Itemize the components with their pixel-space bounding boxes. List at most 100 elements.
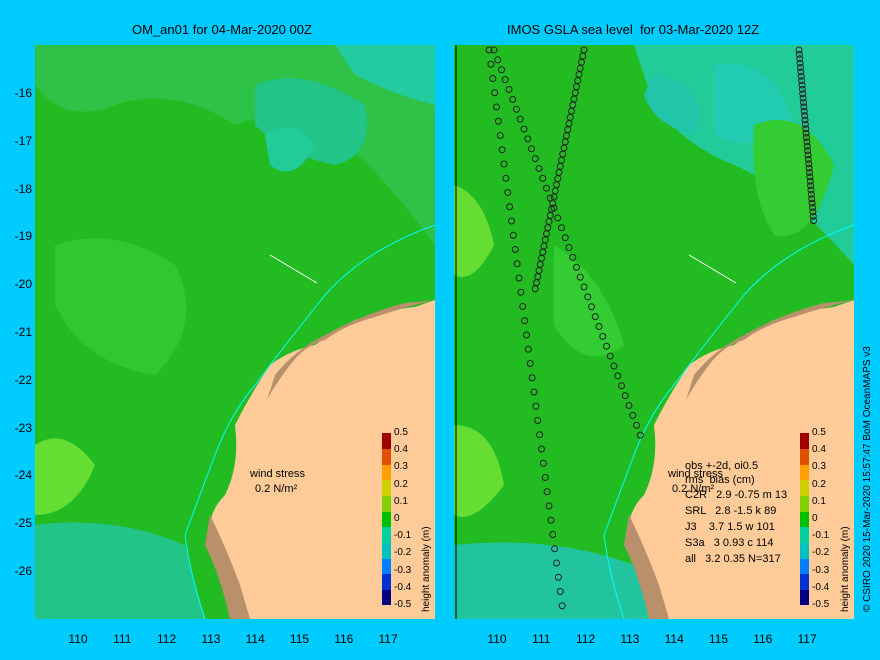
anomaly-contour: [554, 245, 624, 357]
track-observation: [508, 217, 515, 225]
colorbar-segment: [800, 558, 809, 575]
right-wind-scale: 0.2 N/m²: [672, 483, 715, 495]
track-observation: [636, 431, 644, 439]
x-tick-label: 116: [334, 632, 354, 646]
track-observation: [558, 224, 565, 232]
colorbar-segment: [382, 542, 391, 559]
left-map-panel[interactable]: [35, 45, 435, 619]
track-observation: [803, 134, 810, 141]
track-observation: [804, 147, 812, 155]
colorbar-segment: [382, 433, 391, 450]
x-tick-label: 116: [753, 632, 773, 646]
track-observation: [806, 173, 814, 181]
track-observation: [523, 331, 530, 339]
track-observation: [796, 55, 804, 63]
stats-row: C2R 2.9 -0.75 m 13: [685, 489, 788, 501]
track-observation: [535, 165, 543, 172]
track-observation: [554, 573, 562, 581]
wind-vector: [269, 254, 318, 284]
track-observation: [531, 155, 539, 163]
x-tick-label: 111: [113, 632, 132, 646]
track-observation: [797, 72, 805, 80]
track-observation: [494, 56, 502, 64]
colorbar-segment: [800, 511, 809, 528]
colorbar-segment: [800, 464, 809, 481]
colorbar-segment: [382, 589, 391, 606]
track-observation: [551, 545, 559, 553]
track-observation: [504, 189, 512, 196]
track-observation: [799, 94, 807, 102]
right-wind-label: wind stress: [668, 468, 724, 480]
track-observation: [599, 332, 607, 340]
anomaly-contour: [265, 127, 315, 172]
track-observation: [530, 388, 538, 396]
colorbar-tick-label: 0.5: [394, 427, 408, 438]
x-tick-label: 113: [620, 632, 640, 646]
x-tick-label: 114: [664, 632, 684, 646]
colorbar-tick-label: -0.1: [394, 530, 412, 542]
track-observation: [538, 445, 545, 453]
anomaly-contour: [454, 425, 504, 517]
track-observation: [810, 217, 818, 225]
colorbar-segment: [382, 464, 391, 481]
track-observation: [804, 155, 812, 163]
track-observation: [565, 244, 573, 251]
track-observation: [809, 208, 817, 216]
right-map-svg: [454, 45, 854, 619]
track-observation: [543, 184, 550, 192]
track-observation: [543, 488, 551, 496]
track-observation: [524, 345, 532, 353]
colorbar-tick-label: 0.3: [394, 461, 408, 473]
track-observation: [797, 68, 805, 76]
x-tick-label: 110: [487, 632, 507, 646]
anomaly-contour: [753, 120, 834, 237]
colorbar-tick-label: 0.4: [394, 444, 408, 456]
y-tick-label: -24: [14, 468, 32, 483]
track-observation: [489, 75, 497, 82]
track-observation: [506, 203, 514, 211]
x-tick-label: 110: [68, 632, 88, 646]
x-tick-label: 117: [378, 632, 398, 646]
credit-text: © CSIRO 2020 15-Mar-2020 15:57:47 BoM Oc…: [862, 346, 873, 612]
track-observation: [539, 174, 547, 182]
track-observation: [795, 50, 803, 58]
track-observation: [558, 602, 566, 610]
track-observation: [500, 160, 508, 168]
track-observation: [561, 234, 569, 242]
x-tick-label: 111: [532, 632, 551, 646]
track-observation: [494, 117, 502, 125]
right-map-title: IMOS GSLA sea level for 03-Mar-2020 12Z: [507, 22, 760, 37]
track-observation: [799, 90, 807, 98]
anomaly-contour: [335, 45, 435, 105]
land-area: [628, 300, 854, 619]
land-area: [209, 300, 435, 619]
track-observation: [633, 421, 640, 429]
stats-row: S3a 3 0.93 c 114: [685, 537, 774, 549]
track-observation: [807, 182, 815, 190]
track-observation: [796, 59, 804, 67]
colorbar-tick-label: -0.4: [812, 581, 830, 593]
track-observation: [526, 360, 534, 367]
track-observation: [588, 303, 595, 311]
track-observation: [513, 105, 520, 113]
track-observation: [501, 76, 509, 84]
y-tick-label: -16: [14, 86, 32, 100]
right-map-panel[interactable]: [454, 45, 854, 619]
track-observation: [517, 288, 525, 296]
track-observation: [498, 146, 506, 154]
y-tick-label: -19: [14, 229, 32, 244]
track-observation: [805, 164, 813, 172]
colorbar-tick-label: -0.4: [394, 581, 412, 593]
colorbar-segment: [800, 433, 809, 450]
track-observation: [625, 402, 633, 409]
track-observation: [569, 253, 577, 261]
stats-row: J3 3.7 1.5 w 101: [685, 521, 775, 533]
track-observation: [532, 402, 540, 410]
track-observation: [603, 342, 610, 350]
y-tick-label: -17: [14, 133, 32, 148]
x-tick-label: 117: [797, 632, 817, 646]
x-tick-label: 112: [157, 632, 177, 646]
track-observation: [801, 120, 809, 128]
track-observation: [516, 115, 524, 123]
y-tick-label: -26: [14, 564, 32, 578]
